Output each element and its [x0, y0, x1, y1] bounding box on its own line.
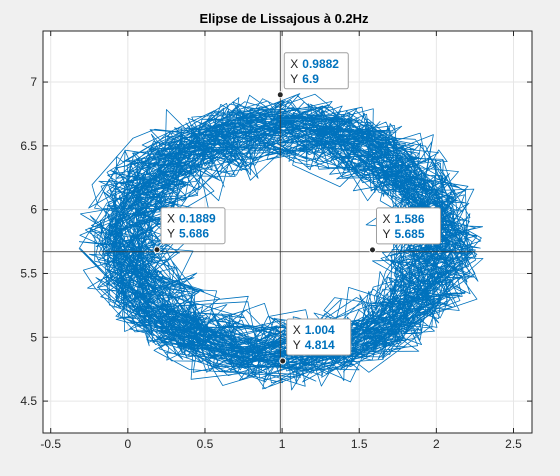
x-tick-label-4: 1.5: [351, 437, 368, 451]
datatip-2[interactable]: X 1.586 Y 5.685: [368, 207, 441, 254]
datatip-marker[interactable]: [368, 246, 376, 254]
plot-frame: [42, 30, 533, 434]
y-tick-label-1: 5: [30, 330, 37, 344]
datatip-y-value: 6.9: [302, 72, 319, 86]
datatip-y-value: 4.814: [305, 338, 335, 352]
datatip-1[interactable]: X 0.1889 Y 5.686: [153, 207, 226, 254]
datatip-x-value: 0.1889: [179, 212, 216, 226]
chart-title: Elipse de Lissajous à 0.2Hz: [199, 11, 369, 26]
datatip-x-value: 1.586: [394, 212, 424, 226]
datatip-y-label: Y: [290, 72, 298, 86]
datatip-box: [160, 207, 226, 245]
x-tick-label-0: -0.5: [40, 437, 61, 451]
datatip-3[interactable]: X 1.004 Y 4.814: [279, 318, 352, 365]
x-tick-label-6: 2.5: [505, 437, 522, 451]
datatip-box: [375, 207, 441, 245]
data-series[interactable]: [78, 93, 484, 391]
datatip-x-label: X: [290, 57, 298, 71]
datatip-0[interactable]: X 0.9882 Y 6.9: [276, 52, 349, 99]
datatip-x-label: X: [382, 212, 390, 226]
y-tick-label-5: 7: [30, 75, 37, 89]
datatip-y-value: 5.686: [179, 227, 209, 241]
datatip-y-value: 5.685: [394, 227, 424, 241]
x-tick-label-5: 2: [433, 437, 440, 451]
y-tick-label-0: 4.5: [20, 394, 37, 408]
y-tick-label-3: 6: [30, 203, 37, 217]
datatip-x-label: X: [167, 212, 175, 226]
datatips[interactable]: X 0.9882 Y 6.9 X 0.1889 Y 5.686 X 1.586 Y 5.685 X 1.0…: [153, 52, 441, 365]
y-tick-label-4: 6.5: [20, 139, 37, 153]
datatip-y-label: Y: [167, 227, 175, 241]
datatip-box: [286, 318, 352, 356]
datatip-x-value: 0.9882: [302, 57, 339, 71]
datatip-x-value: 1.004: [305, 323, 335, 337]
x-tick-label-1: 0: [124, 437, 131, 451]
axes-ticks: -0.5 0 0.5 1 1.5 2 2.5 4.5 5 5.5 6 6.5 7: [20, 31, 532, 451]
datatip-y-label: Y: [293, 338, 301, 352]
datatip-y-label: Y: [382, 227, 390, 241]
datatip-marker[interactable]: [276, 91, 284, 99]
datatip-box: [283, 52, 349, 90]
datatip-marker[interactable]: [153, 246, 161, 254]
x-tick-label-2: 0.5: [197, 437, 214, 451]
datatip-x-label: X: [293, 323, 301, 337]
series-line[interactable]: [78, 93, 484, 391]
datatip-marker[interactable]: [279, 357, 287, 365]
y-tick-label-2: 5.5: [20, 266, 37, 280]
x-tick-label-3: 1: [279, 437, 286, 451]
